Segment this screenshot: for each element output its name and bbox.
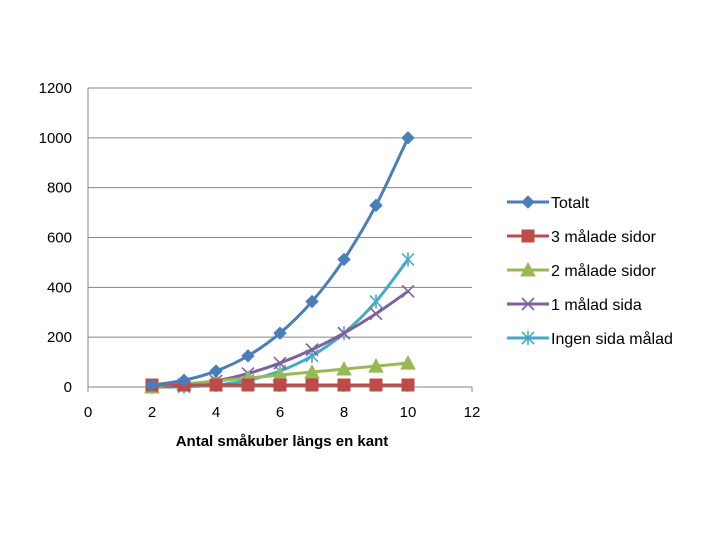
y-tick-label-400: 400: [47, 279, 72, 296]
series-3-point-8: [337, 326, 351, 340]
legend-marker-1: [521, 229, 535, 243]
legend-label-0: Totalt: [551, 195, 590, 212]
series-0-point-6: [273, 326, 287, 340]
series-2-point-8: [336, 361, 352, 376]
series-4-point-9: [369, 294, 383, 309]
legend-marker-3: [521, 297, 535, 311]
series-2-point-7: [304, 363, 320, 379]
series-2-point-10: [400, 355, 416, 370]
legend: Totalt 3 målade sidor 2 målade sidor 1 måla…: [507, 195, 673, 348]
x-tick-label-0: 0: [84, 404, 92, 421]
series-1-point-6: [273, 378, 287, 392]
legend-item-3: 1 målad sida: [507, 296, 642, 314]
series-1-point-8: [337, 378, 351, 392]
legend-marker-4: [521, 331, 535, 345]
legend-label-2: 2 målade sidor: [551, 262, 657, 280]
series-0-point-4: [209, 364, 223, 378]
gridlines: [88, 87, 472, 338]
series-1-point-10: [401, 378, 415, 392]
legend-item-1: 3 målade sidor: [507, 228, 657, 246]
series-0-point-10: [401, 131, 415, 145]
y-tick-label-800: 800: [47, 180, 72, 197]
series-0-line: [150, 136, 410, 387]
plot-area: [144, 131, 416, 394]
series-3-point-9: [369, 307, 383, 321]
legend-item-0: Totalt: [507, 195, 590, 212]
legend-item-2: 2 målade sidor: [507, 261, 657, 280]
legend-label-4: Ingen sida målad: [551, 330, 673, 348]
series-0-point-7: [305, 294, 319, 309]
series-3-point-6: [273, 356, 287, 370]
series-0-point-8: [337, 252, 351, 267]
legend-label-1: 3 målade sidor: [551, 228, 657, 246]
series-1-point-4: [209, 378, 223, 392]
x-tick-label-2: 2: [148, 404, 156, 421]
series-1-point-9: [369, 378, 383, 392]
x-axis-ticks: 0 2 4 6 8 10 12: [84, 387, 481, 421]
series-3-point-10: [401, 284, 415, 298]
legend-marker-0: [521, 195, 535, 209]
legend-label-3: 1 målad sida: [551, 296, 642, 314]
y-tick-label-0: 0: [64, 379, 72, 396]
series-0-point-2: [145, 378, 159, 392]
series-2-point-9: [368, 358, 384, 373]
series-3-point-7: [305, 343, 319, 357]
series-0-point-5: [241, 349, 255, 363]
x-tick-label-12: 12: [464, 404, 481, 421]
series-1-point-7: [305, 378, 319, 392]
y-axis-ticks: 0 200 400 600 800 1000 1200: [39, 80, 72, 396]
series-4-point-10: [401, 252, 415, 267]
y-tick-label-1000: 1000: [39, 130, 72, 147]
x-tick-label-4: 4: [212, 404, 220, 421]
series-0-point-9: [369, 198, 383, 213]
x-tick-label-10: 10: [400, 404, 417, 421]
series-0: [145, 131, 415, 392]
series-0-point-3: [177, 373, 191, 387]
series-1-point-5: [241, 378, 255, 392]
x-axis-label: Antal småkuber längs en kant: [176, 433, 389, 450]
legend-marker-2: [520, 261, 536, 277]
x-tick-label-6: 6: [276, 404, 284, 421]
legend-item-4: Ingen sida målad: [507, 330, 673, 348]
y-tick-label-200: 200: [47, 329, 72, 346]
y-tick-label-600: 600: [47, 230, 72, 247]
y-tick-label-1200: 1200: [39, 80, 72, 97]
x-tick-label-8: 8: [340, 404, 348, 421]
